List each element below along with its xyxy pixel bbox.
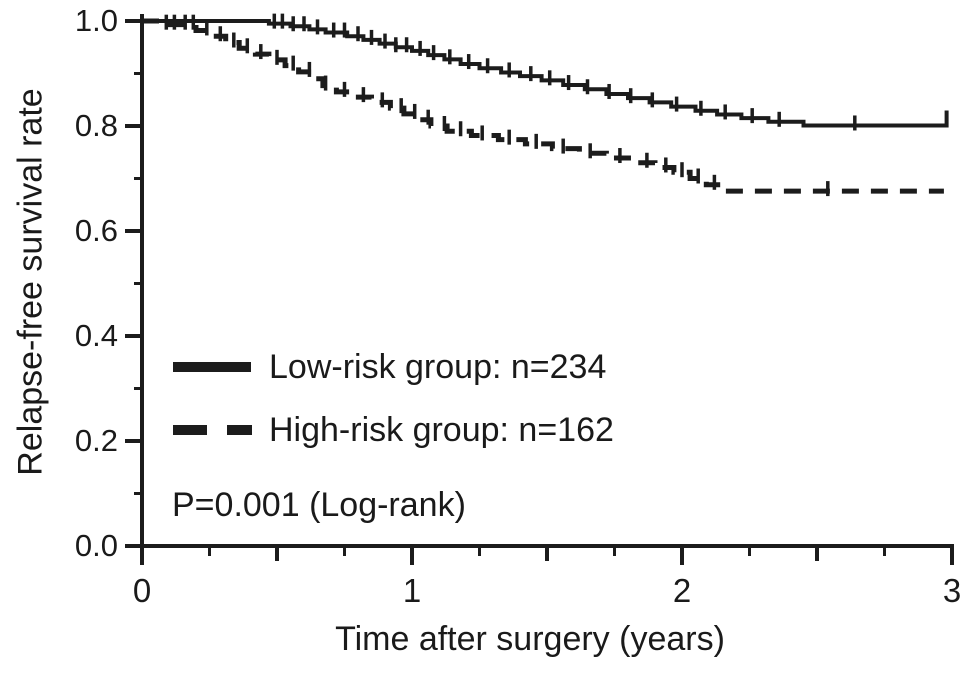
x-tick-label: 2 — [672, 572, 692, 609]
x-tick-label: 3 — [942, 572, 962, 609]
axis-lines — [140, 14, 954, 548]
y-tick-label: 0.8 — [74, 108, 118, 143]
x-tick-label: 1 — [402, 572, 422, 609]
y-tick-label: 0.2 — [74, 423, 118, 458]
y-tick-label: 0.4 — [74, 318, 118, 353]
legend-label-high-risk: High-risk group: n=162 — [269, 410, 614, 449]
y-tick-label: 0.6 — [74, 213, 118, 248]
legend-label-low-risk: Low-risk group: n=234 — [269, 347, 607, 386]
legend-item-low-risk: Low-risk group: n=234 — [172, 347, 606, 387]
legend-item-high-risk: High-risk group: n=162 — [172, 410, 614, 450]
x-axis-title: Time after surgery (years) — [335, 620, 725, 658]
low-risk-curve — [142, 19, 949, 128]
pvalue-annotation: P=0.001 (Log-rank) — [172, 486, 466, 524]
y-axis-title: Relapse-free survival rate — [11, 88, 50, 476]
x-tick-label: 0 — [132, 572, 152, 609]
y-tick-label: 1.0 — [74, 3, 118, 38]
y-tick-label: 0.0 — [74, 528, 118, 563]
legend-swatch-solid-line — [173, 362, 251, 372]
legend-swatch-dashed-line — [173, 425, 252, 435]
